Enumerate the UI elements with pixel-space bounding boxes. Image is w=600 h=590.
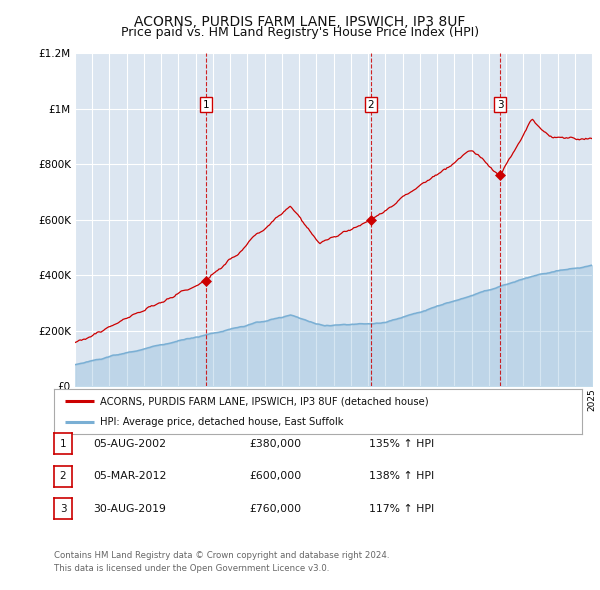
Text: £760,000: £760,000 [249, 504, 301, 513]
Text: HPI: Average price, detached house, East Suffolk: HPI: Average price, detached house, East… [100, 417, 344, 427]
Text: 1: 1 [59, 439, 67, 448]
Text: £380,000: £380,000 [249, 439, 301, 448]
Text: 2: 2 [368, 100, 374, 110]
Text: £600,000: £600,000 [249, 471, 301, 481]
Text: 05-AUG-2002: 05-AUG-2002 [93, 439, 166, 448]
Text: This data is licensed under the Open Government Licence v3.0.: This data is licensed under the Open Gov… [54, 565, 329, 573]
Text: Price paid vs. HM Land Registry's House Price Index (HPI): Price paid vs. HM Land Registry's House … [121, 26, 479, 39]
Text: 30-AUG-2019: 30-AUG-2019 [93, 504, 166, 513]
Text: 05-MAR-2012: 05-MAR-2012 [93, 471, 166, 481]
Text: 138% ↑ HPI: 138% ↑ HPI [369, 471, 434, 481]
Text: ACORNS, PURDIS FARM LANE, IPSWICH, IP3 8UF (detached house): ACORNS, PURDIS FARM LANE, IPSWICH, IP3 8… [100, 396, 429, 407]
Text: 135% ↑ HPI: 135% ↑ HPI [369, 439, 434, 448]
Text: 117% ↑ HPI: 117% ↑ HPI [369, 504, 434, 513]
Text: 3: 3 [59, 504, 67, 513]
Text: 1: 1 [203, 100, 209, 110]
Text: Contains HM Land Registry data © Crown copyright and database right 2024.: Contains HM Land Registry data © Crown c… [54, 552, 389, 560]
Text: 2: 2 [59, 471, 67, 481]
Text: 3: 3 [497, 100, 503, 110]
Text: ACORNS, PURDIS FARM LANE, IPSWICH, IP3 8UF: ACORNS, PURDIS FARM LANE, IPSWICH, IP3 8… [134, 15, 466, 30]
